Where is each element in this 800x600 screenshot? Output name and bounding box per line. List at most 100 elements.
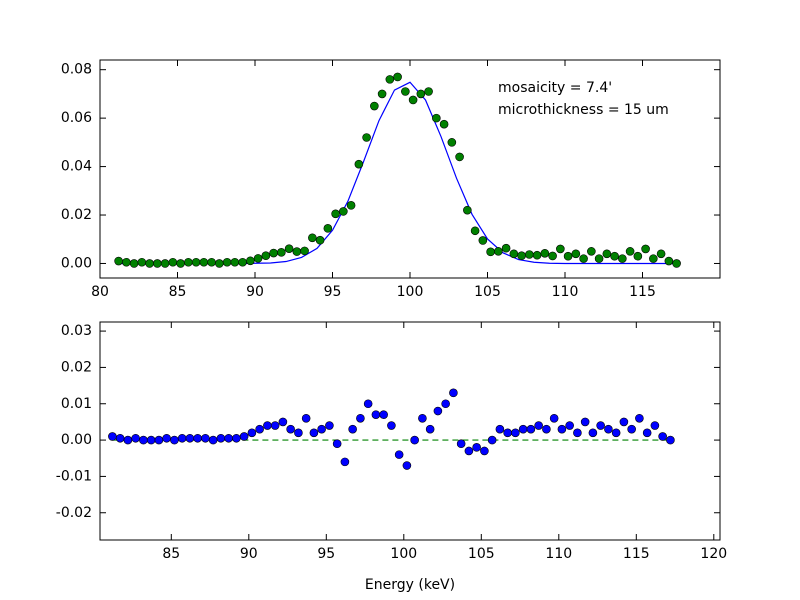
data-point: [301, 413, 311, 423]
data-point: [456, 439, 466, 449]
annotation: microthickness = 15 um: [498, 102, 669, 118]
data-point: [129, 259, 139, 268]
data-point: [534, 421, 543, 430]
y-tick-label: 0.02: [61, 359, 92, 375]
data-point: [162, 433, 171, 443]
x-tick-label: 115: [623, 546, 650, 562]
data-point: [611, 428, 621, 438]
data-point: [602, 249, 612, 259]
data-point: [377, 89, 387, 99]
data-point: [356, 413, 365, 423]
data-point: [122, 257, 131, 267]
data-point: [495, 424, 505, 434]
data-point: [588, 428, 598, 438]
data-point: [433, 406, 443, 416]
x-tick-label: 105: [468, 546, 495, 562]
y-tick-label: 0.06: [61, 110, 92, 126]
data-point: [385, 75, 395, 84]
data-point: [363, 399, 373, 409]
data-point: [618, 254, 627, 263]
data-point: [463, 205, 472, 215]
x-tick-label: 90: [240, 546, 258, 562]
data-point: [325, 421, 334, 430]
data-point: [115, 433, 125, 443]
data-point: [362, 133, 371, 142]
data-point: [269, 248, 278, 258]
x-tick-label: 120: [700, 546, 727, 562]
y-tick-label: 0.03: [61, 323, 92, 339]
data-point: [418, 413, 427, 423]
data-point: [255, 424, 264, 434]
data-point: [340, 457, 350, 467]
data-point: [563, 251, 573, 261]
data-point: [540, 248, 550, 258]
data-point: [346, 201, 356, 210]
data-point: [402, 461, 412, 470]
x-tick-label: 110: [552, 284, 579, 300]
data-point: [370, 101, 379, 111]
data-point: [518, 424, 528, 434]
x-tick-label: 90: [246, 284, 264, 300]
data-point: [542, 424, 551, 434]
data-point: [526, 424, 536, 434]
x-tick-label: 105: [474, 284, 501, 300]
data-point: [308, 233, 317, 243]
x-tick-label: 80: [91, 284, 109, 300]
data-point: [449, 388, 458, 398]
data-point: [208, 435, 218, 445]
plot-frame: [99, 321, 721, 541]
data-point: [486, 247, 495, 257]
y-tick-label: 0.00: [61, 255, 92, 271]
data-point: [472, 443, 481, 452]
y-tick-label: 0.00: [61, 432, 92, 448]
data-point: [596, 421, 605, 430]
data-point: [160, 259, 170, 268]
data-point: [517, 251, 526, 261]
data-point: [439, 119, 449, 129]
data-point: [317, 424, 326, 434]
data-point: [139, 435, 148, 445]
y-tick-label: 0.08: [61, 62, 92, 78]
data-point: [154, 435, 164, 445]
data-point: [478, 236, 488, 245]
data-point: [300, 246, 309, 256]
data-point: [253, 254, 263, 263]
data-point: [410, 435, 419, 445]
data-point: [441, 399, 450, 409]
data-point: [664, 256, 674, 266]
data-point: [627, 424, 636, 434]
data-point: [261, 251, 271, 261]
y-tick-label: 0.04: [61, 159, 92, 175]
data-point: [292, 247, 302, 256]
data-point: [509, 249, 519, 259]
data-point: [642, 428, 652, 438]
data-point: [587, 247, 596, 256]
x-axis-label: Energy (keV): [365, 577, 455, 593]
x-tick-label: 95: [324, 284, 342, 300]
data-point: [246, 256, 255, 266]
data-point: [604, 424, 613, 434]
data-point: [557, 424, 567, 434]
data-point: [123, 435, 133, 445]
data-point: [379, 410, 388, 419]
data-point: [394, 450, 404, 459]
data-point: [222, 257, 232, 267]
data-point: [532, 250, 542, 260]
data-point: [191, 257, 201, 267]
data-point: [633, 251, 643, 261]
data-point: [176, 259, 185, 268]
data-point: [278, 417, 288, 427]
data-point: [371, 410, 381, 419]
data-point: [425, 424, 435, 434]
data-point: [672, 259, 681, 268]
data-point: [525, 250, 534, 259]
data-point: [494, 247, 503, 256]
data-point: [263, 421, 272, 430]
data-point: [501, 243, 511, 253]
data-point: [114, 256, 123, 266]
data-point: [658, 432, 667, 441]
y-tick-label: 0.01: [61, 396, 92, 412]
data-point: [565, 421, 574, 430]
data-point: [286, 424, 295, 434]
